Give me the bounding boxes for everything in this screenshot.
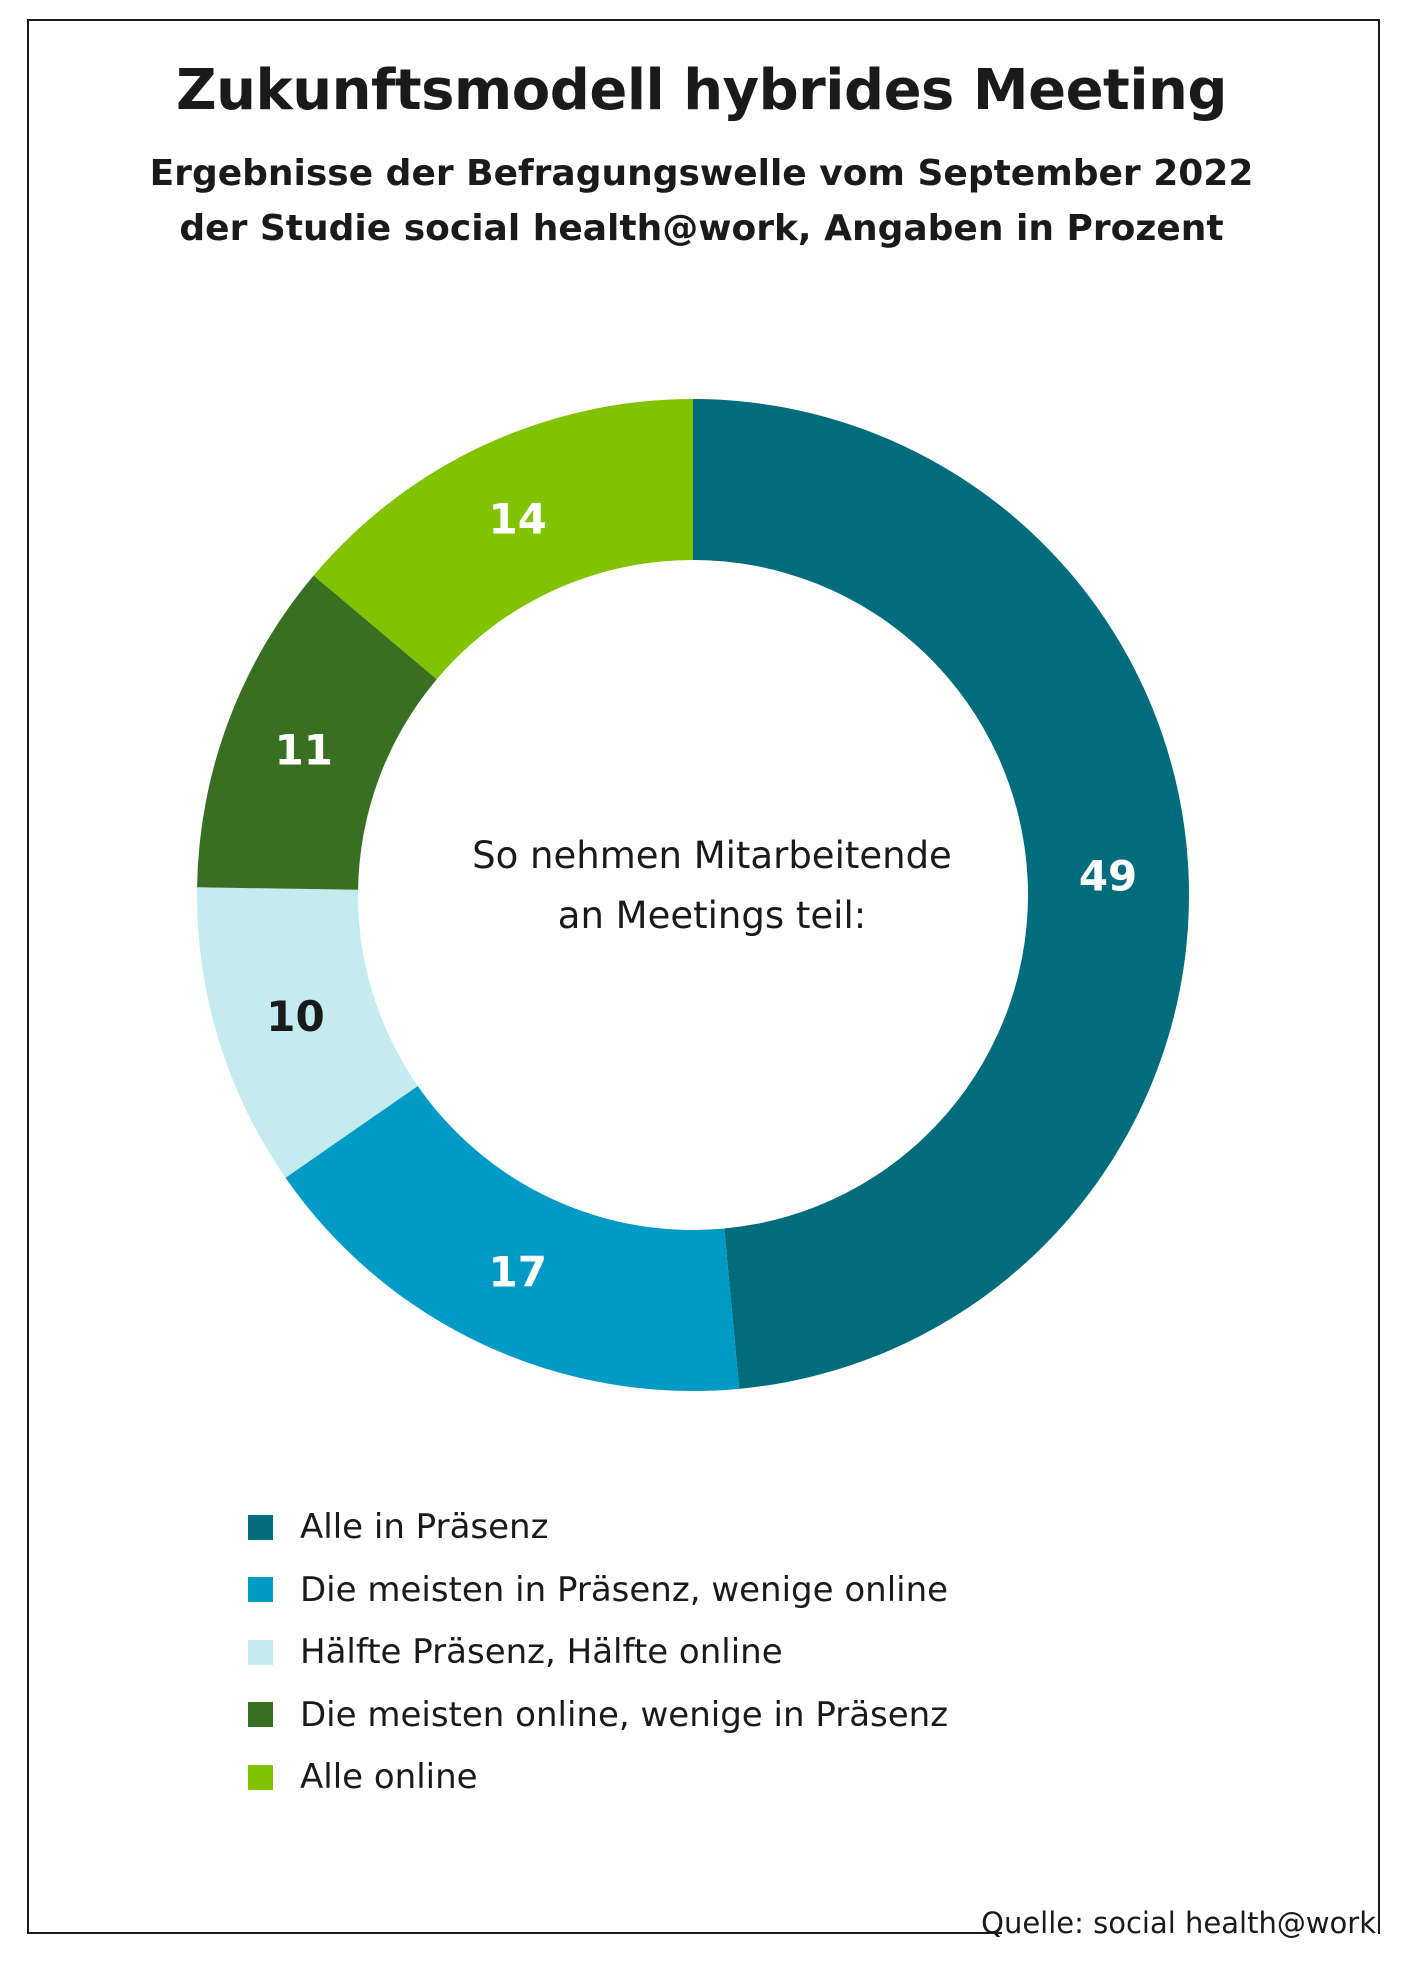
- slice-value-label: 10: [266, 992, 324, 1041]
- chart-title: Zukunftsmodell hybrides Meeting: [176, 58, 1227, 123]
- slice-value-label: 11: [275, 726, 333, 775]
- legend-item: Hälfte Präsenz, Hälfte online: [248, 1621, 948, 1684]
- slice-value-label: 14: [489, 494, 547, 543]
- legend-label: Hälfte Präsenz, Hälfte online: [300, 1632, 783, 1673]
- bottom-rule: [27, 1932, 1002, 1934]
- legend-item: Alle in Präsenz: [248, 1496, 948, 1559]
- legend: Alle in Präsenz Die meisten in Präsenz, …: [248, 1496, 948, 1809]
- legend-swatch: [248, 1514, 273, 1540]
- source-note: Quelle: social health@work: [981, 1906, 1376, 1940]
- center-label-line1: So nehmen Mitarbeitende: [472, 834, 952, 877]
- legend-item: Die meisten in Präsenz, wenige online: [248, 1559, 948, 1622]
- legend-label: Alle online: [300, 1757, 478, 1798]
- legend-item: Alle online: [248, 1746, 948, 1809]
- legend-swatch: [248, 1702, 273, 1728]
- donut-slices: [197, 399, 1189, 1391]
- legend-item: Die meisten online, wenige in Präsenz: [248, 1684, 948, 1747]
- chart-subtitle-line2: der Studie social health@work, Angaben i…: [179, 208, 1224, 249]
- slice-value-label: 49: [1079, 852, 1137, 901]
- donut-slice: [197, 887, 418, 1178]
- legend-label: Die meisten in Präsenz, wenige online: [300, 1569, 949, 1610]
- slice-value-label: 17: [489, 1248, 547, 1297]
- legend-label: Alle in Präsenz: [300, 1507, 549, 1548]
- donut-slice: [197, 575, 437, 890]
- legend-label: Die meisten online, wenige in Präsenz: [300, 1694, 949, 1735]
- legend-swatch: [248, 1639, 273, 1665]
- chart-frame: [27, 19, 1380, 1934]
- legend-swatch: [248, 1764, 273, 1790]
- donut-slice: [693, 399, 1189, 1389]
- donut-slice: [313, 399, 693, 680]
- center-label-line2: an Meetings teil:: [558, 894, 866, 937]
- slice-labels: 49 17 10 11 14: [266, 494, 1137, 1296]
- donut-chart: 49 17 10 11 14 So nehmen Mitarbeitende an Me…: [197, 399, 1189, 1391]
- donut-slice: [285, 1085, 740, 1391]
- chart-subtitle-line1: Ergebnisse der Befragungswelle vom Septe…: [149, 153, 1254, 194]
- legend-swatch: [248, 1577, 273, 1603]
